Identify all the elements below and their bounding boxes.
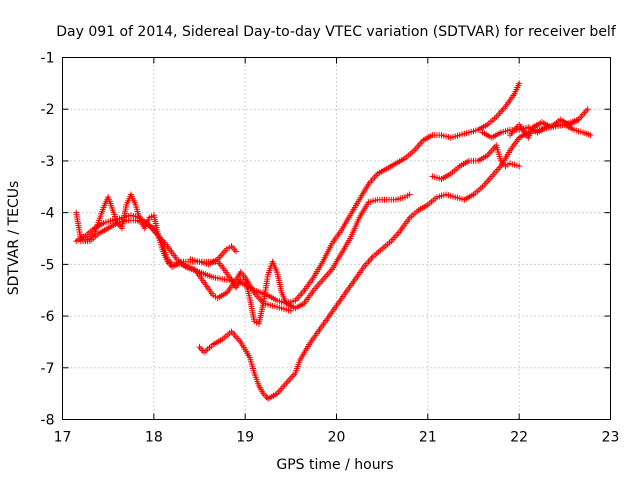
series-markers: [77, 217, 294, 314]
x-tick-label: 23: [602, 430, 620, 446]
x-tick-label: 19: [236, 430, 254, 446]
series-markers: [187, 243, 239, 268]
x-tick-label: 21: [419, 430, 437, 446]
series-arc-3: [77, 217, 294, 314]
x-tick-label: 22: [510, 430, 528, 446]
y-tick-label: -1: [41, 51, 55, 67]
grid-lines: [62, 57, 611, 420]
y-tick-label: -6: [41, 309, 55, 325]
data-points: [73, 80, 594, 402]
y-tick-label: -8: [41, 413, 55, 429]
y-tick-label: -7: [41, 361, 55, 377]
chart-title: Day 091 of 2014, Sidereal Day-to-day VTE…: [56, 24, 617, 40]
series-markers: [507, 116, 582, 141]
series-arc-8: [507, 116, 582, 141]
series-arc-4: [196, 106, 591, 402]
y-tick-label: -5: [41, 257, 55, 273]
y-axis-label: SDTVAR / TECUs: [6, 181, 22, 296]
series-markers: [73, 80, 523, 307]
series-arc-1: [73, 80, 523, 307]
series-arc-6: [187, 243, 239, 268]
series-markers: [196, 106, 591, 402]
x-tick-label: 18: [145, 430, 163, 446]
x-tick-label: 20: [328, 430, 346, 446]
axis-ticks: 17 18 19 20 21 22 23 -8 -7 -6 -5 -4 -3 -2 -1: [41, 51, 620, 446]
series-markers: [73, 191, 413, 327]
y-tick-label: -3: [41, 154, 55, 170]
series-markers: [429, 142, 523, 182]
y-tick-label: -4: [41, 206, 55, 222]
series-arc-5: [429, 142, 523, 182]
series-arc-2: [73, 191, 413, 327]
y-tick-label: -2: [41, 102, 55, 118]
x-tick-label: 17: [54, 430, 72, 446]
x-axis-label: GPS time / hours: [276, 457, 393, 473]
